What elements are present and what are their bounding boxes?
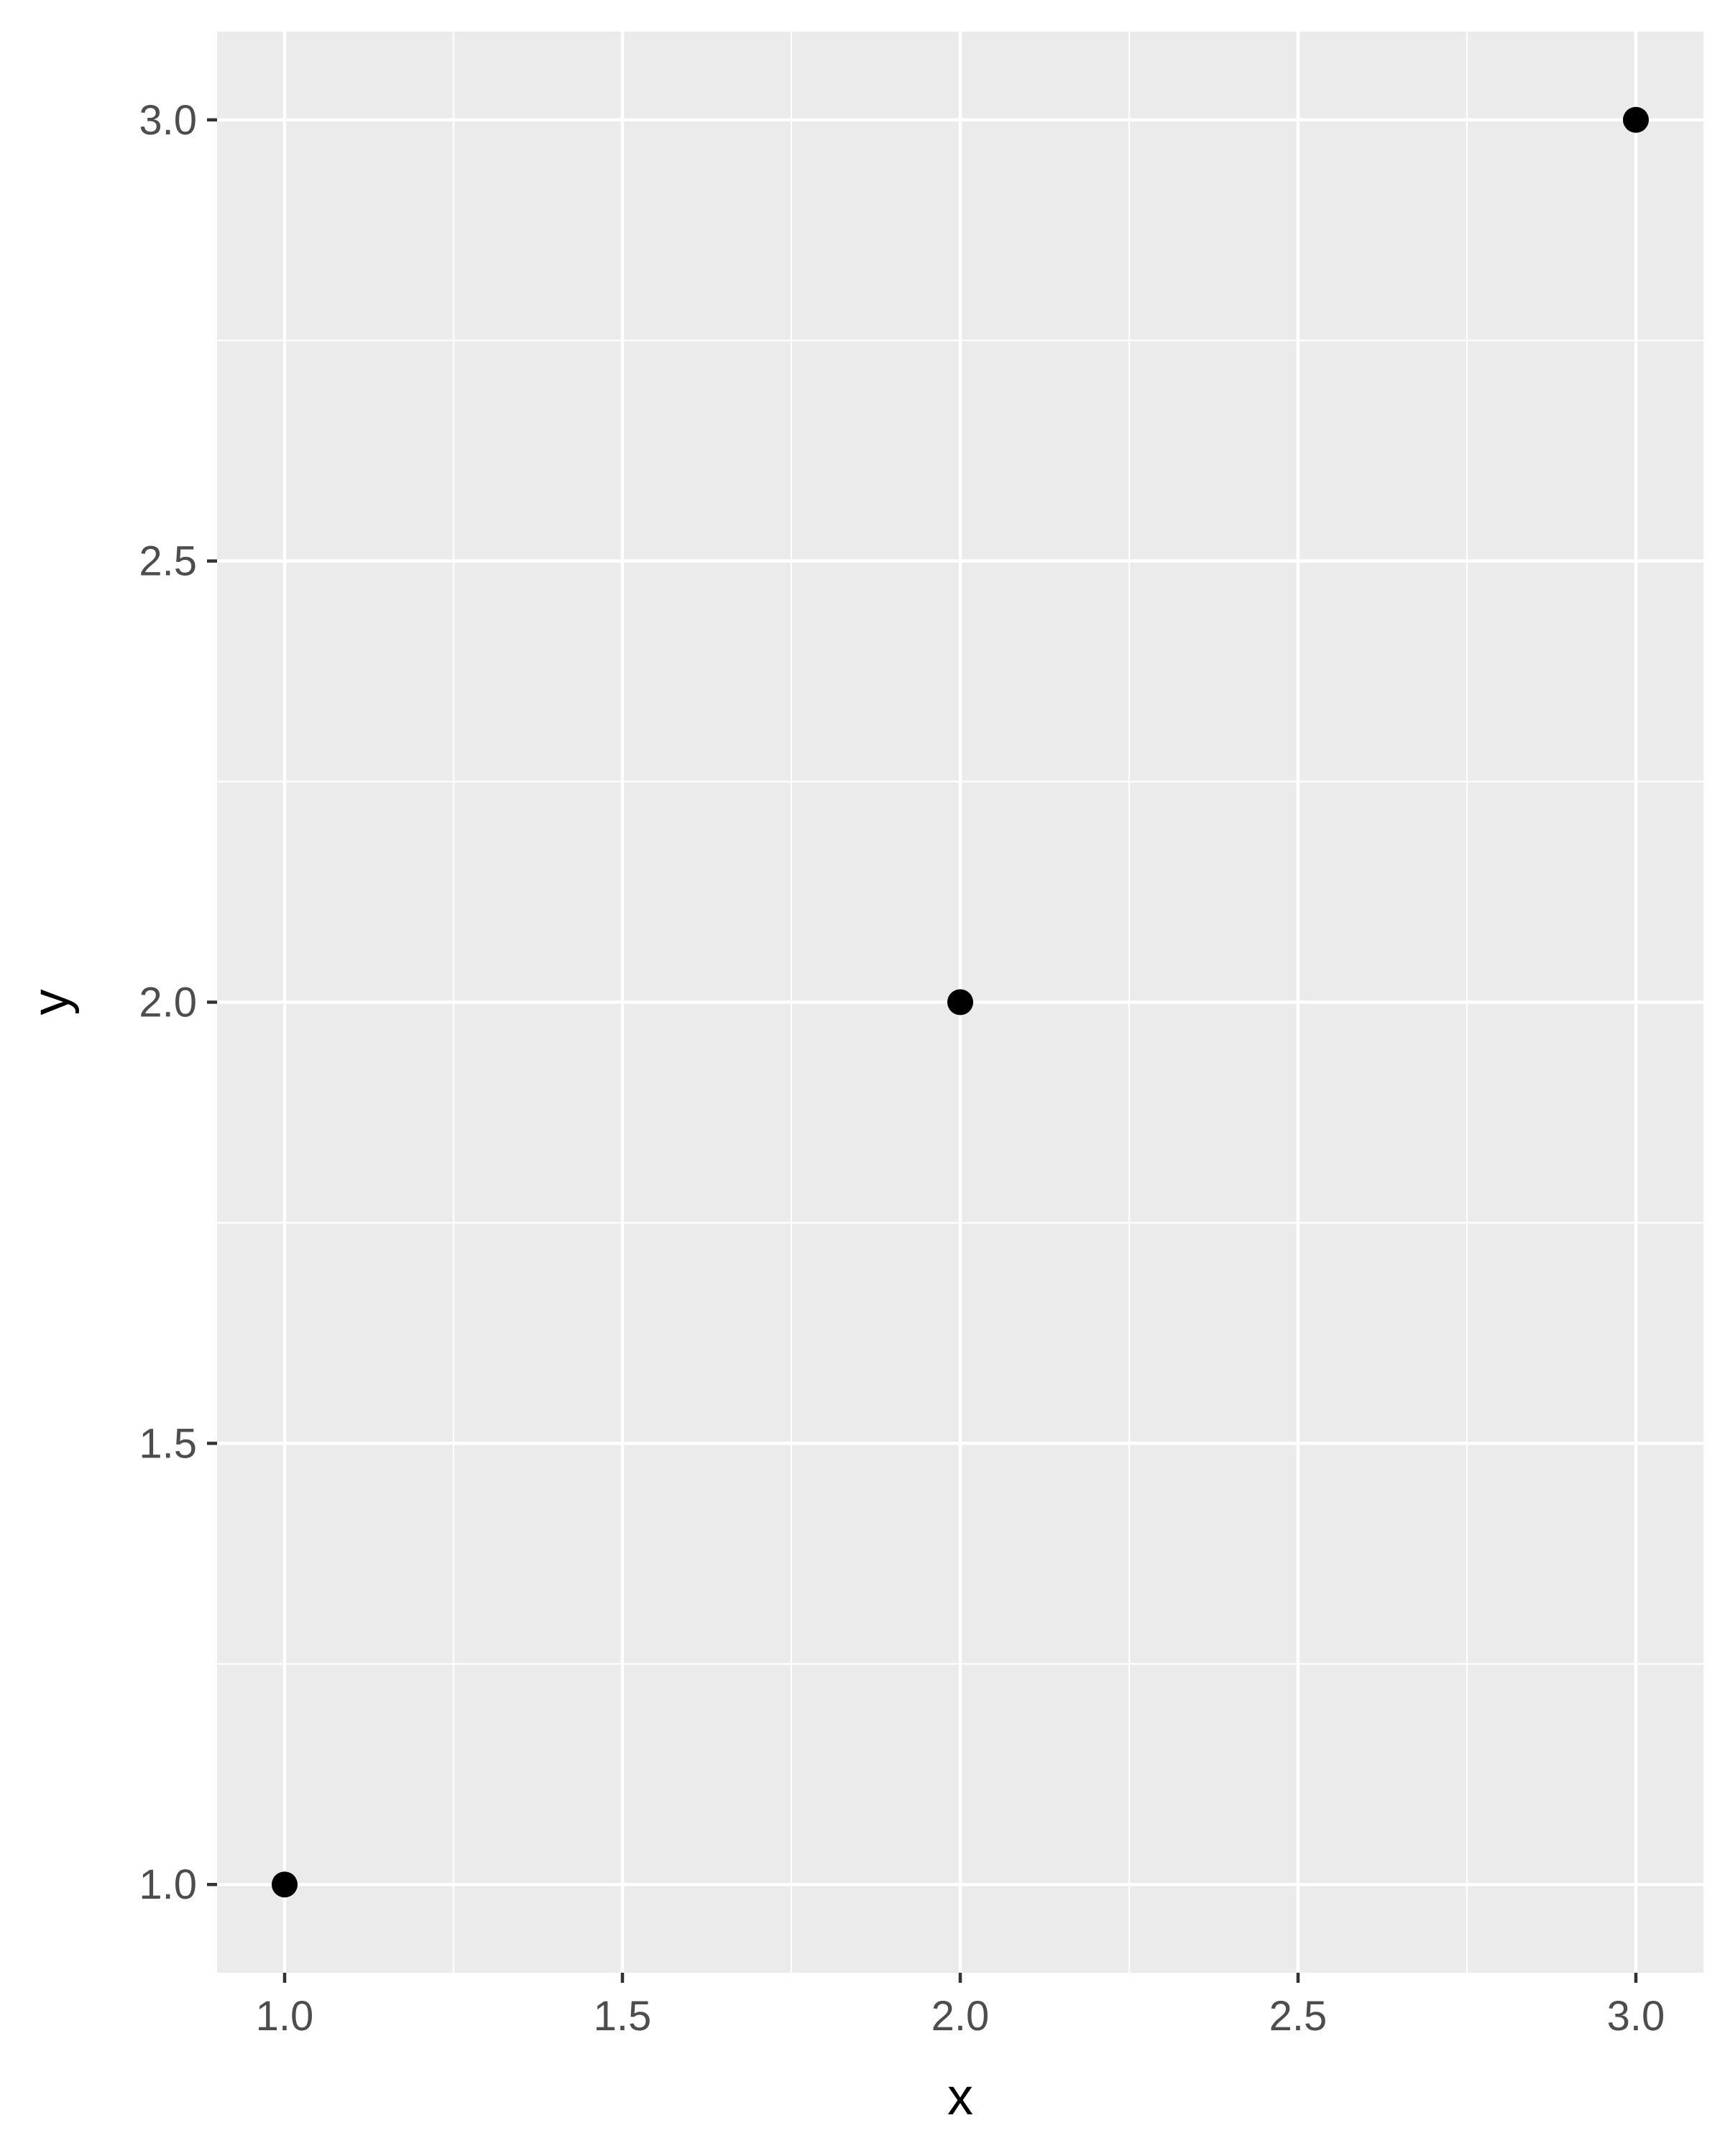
data-points bbox=[272, 106, 1649, 1898]
y-axis-title: y bbox=[22, 990, 80, 1015]
x-axis-title: x bbox=[947, 2068, 973, 2126]
data-point bbox=[272, 1871, 298, 1898]
y-tick-label: 1.5 bbox=[139, 1420, 197, 1467]
x-tick-label: 2.0 bbox=[932, 1993, 990, 2040]
data-point bbox=[1623, 106, 1649, 133]
x-tick-label: 1.0 bbox=[256, 1993, 314, 2040]
data-point bbox=[947, 989, 973, 1015]
y-tick-label: 2.5 bbox=[139, 538, 197, 585]
y-tick-label: 3.0 bbox=[139, 97, 197, 144]
x-axis: 1.0 1.5 2.0 2.5 3.0 bbox=[256, 1973, 1665, 2040]
x-tick-label: 3.0 bbox=[1607, 1993, 1665, 2040]
y-axis: 1.0 1.5 2.0 2.5 3.0 bbox=[139, 97, 217, 1908]
y-tick-label: 2.0 bbox=[139, 980, 197, 1026]
x-tick-label: 1.5 bbox=[594, 1993, 652, 2040]
y-tick-label: 1.0 bbox=[139, 1861, 197, 1908]
x-tick-label: 2.5 bbox=[1269, 1993, 1328, 2040]
